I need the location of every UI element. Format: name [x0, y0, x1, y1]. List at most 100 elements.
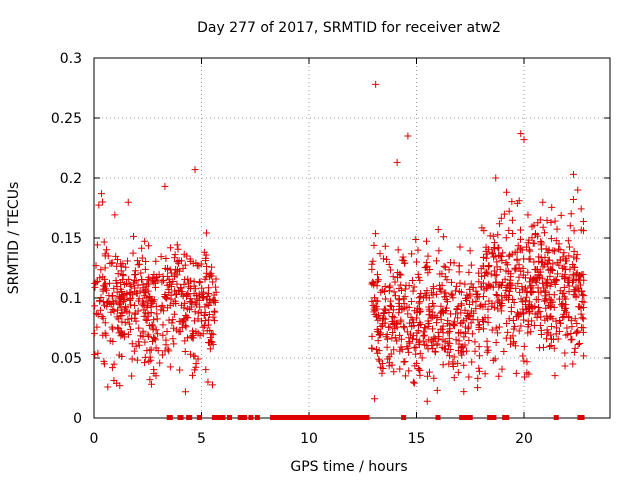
data-point [513, 248, 521, 256]
data-point [126, 296, 134, 304]
data-point [109, 325, 117, 333]
data-point [172, 265, 180, 273]
data-point [576, 281, 584, 289]
data-point [404, 344, 412, 352]
data-point [479, 292, 487, 300]
data-point [493, 263, 501, 271]
data-point [569, 360, 577, 368]
data-point [552, 237, 560, 245]
data-point [99, 285, 107, 293]
data-point [476, 352, 484, 360]
data-point [99, 314, 107, 322]
data-point [443, 298, 451, 306]
data-point [371, 303, 379, 311]
data-point [140, 302, 148, 310]
data-point [500, 210, 508, 218]
data-point [375, 311, 383, 319]
data-point [525, 321, 533, 329]
data-point [197, 260, 205, 268]
data-point [422, 294, 430, 302]
data-point [403, 328, 411, 336]
data-point [437, 302, 445, 310]
data-point [539, 343, 547, 351]
data-point [471, 347, 479, 355]
data-point [173, 280, 181, 288]
data-point [445, 266, 453, 274]
data-point [94, 277, 102, 285]
data-point [192, 292, 200, 300]
data-point [546, 282, 554, 290]
data-point [492, 278, 500, 286]
data-point [206, 334, 214, 342]
data-point [530, 322, 538, 330]
data-point [183, 313, 191, 321]
data-point [99, 198, 107, 206]
data-point [537, 288, 545, 296]
data-point [129, 232, 137, 240]
data-point [368, 280, 376, 288]
data-point [386, 266, 394, 274]
data-point [416, 319, 424, 327]
data-point [401, 285, 409, 293]
data-point [425, 311, 433, 319]
data-point [425, 303, 433, 311]
data-point [178, 323, 186, 331]
data-point [108, 364, 116, 372]
data-point [92, 278, 100, 286]
data-point [180, 316, 188, 324]
data-point [475, 269, 483, 277]
data-point [173, 326, 181, 334]
data-point [524, 211, 532, 219]
data-point [202, 366, 210, 374]
data-point [183, 292, 191, 300]
data-point [577, 205, 585, 213]
data-point [162, 294, 170, 302]
data-point [558, 272, 566, 280]
data-point [397, 287, 405, 295]
data-point [416, 349, 424, 357]
data-point [421, 324, 429, 332]
data-point [110, 377, 118, 385]
data-point [159, 276, 167, 284]
data-point [470, 309, 478, 317]
data-point [102, 331, 110, 339]
data-point [368, 260, 376, 268]
data-point [131, 271, 139, 279]
data-point [544, 256, 552, 264]
data-point [181, 261, 189, 269]
data-point [391, 278, 399, 286]
data-point [495, 372, 503, 380]
data-point [438, 270, 446, 278]
data-point [568, 335, 576, 343]
data-point [397, 343, 405, 351]
data-point [509, 229, 517, 237]
data-point [370, 241, 378, 249]
data-point [186, 295, 194, 303]
data-point [369, 257, 377, 265]
data-point [170, 310, 178, 318]
data-point [522, 306, 530, 314]
data-point [512, 313, 520, 321]
data-point [135, 338, 143, 346]
data-point [574, 341, 582, 349]
data-point [441, 306, 449, 314]
data-point [548, 266, 556, 274]
data-point [517, 235, 525, 243]
data-point [491, 245, 499, 253]
data-point [389, 273, 397, 281]
data-point [132, 342, 140, 350]
data-point [576, 340, 584, 348]
data-point [484, 283, 492, 291]
data-point [477, 283, 485, 291]
data-point [495, 323, 503, 331]
data-point [147, 356, 155, 364]
data-point [201, 275, 209, 283]
data-point [380, 255, 388, 263]
data-point [396, 347, 404, 355]
data-point [493, 271, 501, 279]
data-point [557, 301, 565, 309]
data-point [193, 295, 201, 303]
data-point [390, 346, 398, 354]
data-point [475, 367, 483, 375]
data-point [209, 278, 217, 286]
